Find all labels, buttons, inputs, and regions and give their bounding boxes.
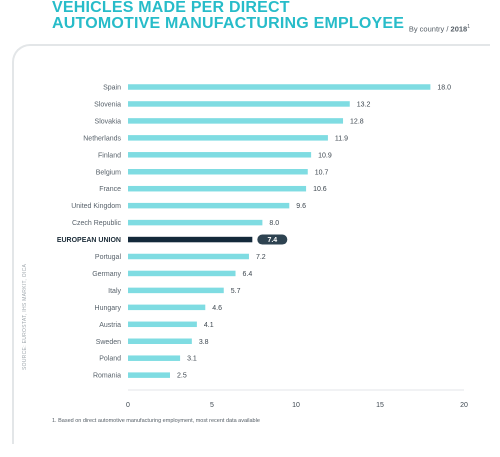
category-label-portugal: Portugal: [95, 254, 122, 261]
chart-card: [12, 44, 490, 444]
value-label-portugal: 7.2: [256, 254, 266, 261]
bar-hungary: [128, 304, 206, 311]
bar-romania: [128, 372, 170, 378]
category-label-austria: Austria: [99, 322, 121, 329]
footnote: 1. Based on direct automotive manufactur…: [52, 418, 260, 424]
x-tick-label-10: 10: [292, 402, 300, 409]
value-label-finland: 10.9: [318, 152, 332, 159]
category-label-france: France: [99, 186, 121, 193]
category-label-finland: Finland: [98, 152, 121, 159]
bar-czech-republic: [128, 219, 263, 226]
category-label-czech-republic: Czech Republic: [72, 220, 122, 227]
category-label-slovenia: Slovenia: [94, 101, 121, 108]
value-label-czech-republic: 8.0: [269, 220, 279, 227]
category-label-european-union: EUROPEAN UNION: [57, 237, 121, 244]
bar-italy: [128, 287, 224, 294]
bar-netherlands: [128, 135, 328, 141]
subtitle-year: 2018: [450, 24, 468, 34]
value-label-germany: 6.4: [243, 271, 253, 278]
category-label-hungary: Hungary: [95, 305, 122, 312]
chart-title: VEHICLES MADE PER DIRECT AUTOMOTIVE MANU…: [52, 0, 404, 32]
category-label-germany: Germany: [92, 271, 121, 278]
subtitle-prefix: By country /: [408, 24, 451, 34]
bar-poland: [128, 355, 181, 361]
value-label-spain: 18.0: [437, 85, 451, 92]
value-label-slovakia: 12.8: [350, 118, 364, 125]
category-label-italy: Italy: [108, 288, 121, 295]
bar-slovakia: [128, 118, 344, 124]
value-label-slovenia: 13.2: [357, 101, 371, 108]
chart-title-line1: VEHICLES MADE PER DIRECT: [52, 0, 290, 16]
value-label-netherlands: 11.9: [335, 135, 348, 142]
value-label-romania: 2.5: [177, 373, 187, 380]
highlight-value-pill: [257, 234, 288, 245]
category-label-belgium: Belgium: [96, 169, 121, 176]
value-label-european-union: 7.4: [267, 237, 277, 244]
category-label-netherlands: Netherlands: [83, 135, 121, 142]
bar-finland: [128, 152, 312, 158]
bar-france: [128, 185, 307, 192]
x-tick-label-0: 0: [126, 402, 130, 409]
chart-subtitle: By country / 20181: [409, 24, 470, 34]
bar-slovenia: [128, 101, 350, 107]
category-label-slovakia: Slovakia: [95, 118, 122, 125]
category-label-poland: Poland: [99, 356, 121, 363]
bar-european-union: [128, 236, 253, 243]
value-label-united-kingdom: 9.6: [296, 203, 306, 210]
subtitle-note: 1: [467, 24, 470, 30]
category-label-romania: Romania: [93, 373, 121, 380]
value-label-austria: 4.1: [204, 322, 214, 329]
category-label-united-kingdom: United Kingdom: [71, 203, 121, 210]
bar-germany: [128, 270, 236, 277]
x-tick-label-20: 20: [460, 402, 468, 409]
bar-portugal: [128, 253, 249, 260]
category-label-sweden: Sweden: [96, 339, 121, 346]
bar-belgium: [128, 169, 308, 175]
bar-sweden: [128, 338, 192, 344]
value-label-poland: 3.1: [187, 356, 197, 363]
bar-austria: [128, 321, 197, 328]
value-label-belgium: 10.7: [315, 169, 329, 176]
value-label-france: 10.6: [313, 186, 327, 193]
bar-united-kingdom: [128, 202, 290, 209]
value-label-hungary: 4.6: [212, 305, 222, 312]
x-tick-label-15: 15: [376, 402, 384, 409]
x-tick-label-5: 5: [210, 402, 214, 409]
bar-spain: [128, 84, 431, 90]
category-label-spain: Spain: [103, 85, 121, 92]
chart-title-line2: AUTOMOTIVE MANUFACTURING EMPLOYEE: [52, 15, 405, 32]
value-label-sweden: 3.8: [199, 339, 209, 346]
value-label-italy: 5.7: [231, 288, 241, 295]
